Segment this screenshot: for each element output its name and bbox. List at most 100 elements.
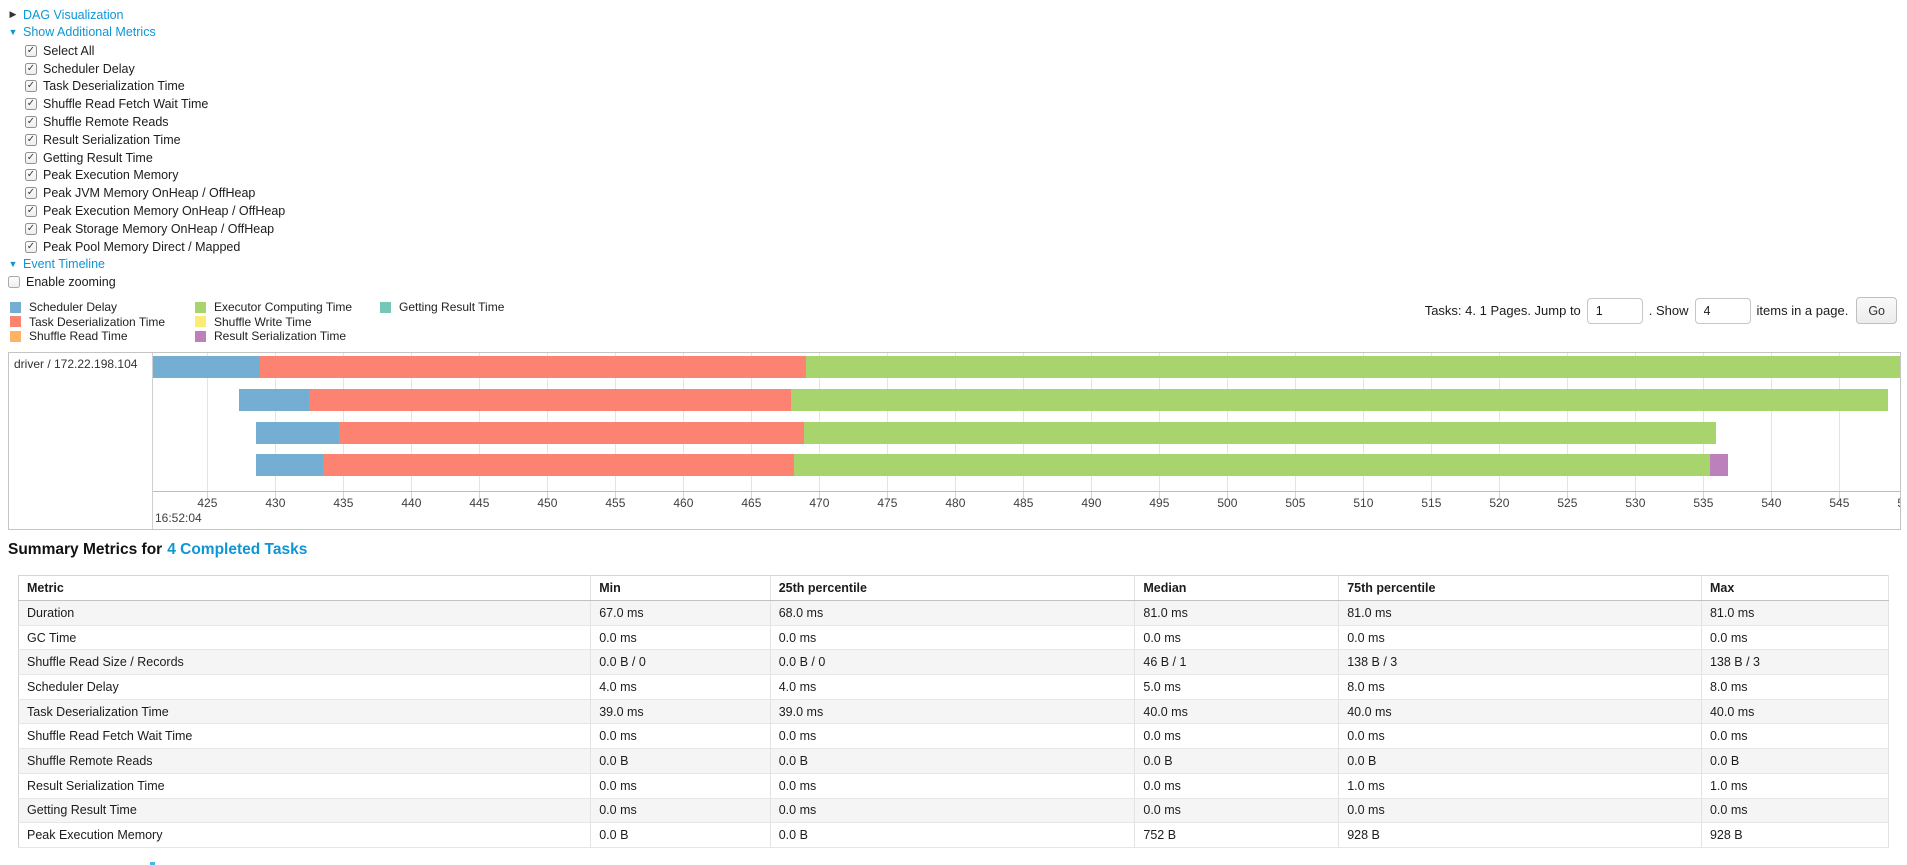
metric-value-cell: 0.0 B	[770, 748, 1136, 774]
task-segment-task-deserialization	[339, 422, 805, 444]
metric-value-cell: 46 B / 1	[1134, 649, 1340, 676]
jump-to-page-input[interactable]	[1586, 297, 1643, 324]
metric-value-cell: 81.0 ms	[1134, 600, 1340, 626]
checkbox-icon[interactable]: ✓	[25, 80, 37, 93]
metric-checkbox-item[interactable]: ✓ Peak Pool Memory Direct / Mapped	[25, 238, 285, 256]
completed-tasks-link[interactable]: 4 Completed Tasks	[167, 541, 308, 558]
items-per-page-input[interactable]	[1694, 297, 1751, 324]
metric-value-cell: 68.0 ms	[770, 600, 1136, 626]
metric-value-cell: 0.0 ms	[1134, 773, 1340, 799]
axis-tick-label: 435	[333, 496, 354, 510]
task-segment-scheduler-delay	[256, 454, 323, 476]
legend-item: Shuffle Write Time	[195, 315, 358, 330]
metric-checkbox-item[interactable]: ✓ Select All	[25, 42, 285, 60]
task-segment-executor-computing	[790, 389, 1889, 411]
axis-tick-mark	[1091, 492, 1093, 499]
axis-tick-mark	[615, 492, 617, 499]
metric-name-cell: GC Time	[18, 625, 592, 651]
metric-value-cell: 0.0 B / 0	[590, 649, 771, 676]
go-button[interactable]: Go	[1856, 297, 1897, 324]
show-additional-metrics-link[interactable]: ▼ Show Additional Metrics	[8, 23, 285, 40]
column-header-median[interactable]: Median	[1134, 575, 1340, 601]
show-additional-metrics-label: Show Additional Metrics	[23, 24, 156, 39]
metric-value-cell: 4.0 ms	[770, 674, 1136, 700]
axis-tick-mark	[955, 492, 957, 499]
metric-checkbox-item[interactable]: ✓ Scheduler Delay	[25, 60, 285, 78]
metric-checkbox-label: Shuffle Read Fetch Wait Time	[43, 97, 209, 112]
expanded-arrow-icon: ▼	[8, 259, 18, 270]
axis-tick-mark	[683, 492, 685, 499]
column-header-min[interactable]: Min	[590, 575, 771, 601]
legend-item-label: Executor Computing Time	[214, 300, 353, 315]
metric-checkbox-item[interactable]: ✓ Getting Result Time	[25, 149, 285, 167]
metric-value-cell: 40.0 ms	[1701, 699, 1890, 725]
checkbox-icon[interactable]: ✓	[25, 133, 37, 146]
metric-checkbox-item[interactable]: ✓ Task Deserialization Time	[25, 78, 285, 96]
metric-name-cell: Result Serialization Time	[18, 773, 592, 799]
checkbox-icon[interactable]: ✓	[25, 240, 37, 253]
axis-tick-mark	[1771, 492, 1773, 499]
metric-checkbox-item[interactable]: ✓ Peak Execution Memory OnHeap / OffHeap	[25, 202, 285, 220]
axis-tick-mark	[887, 492, 889, 499]
checkbox-icon[interactable]: ✓	[25, 205, 37, 218]
metric-value-cell: 0.0 ms	[1338, 798, 1702, 824]
legend-column: Executor Computing Time Shuffle Write Tim…	[195, 300, 358, 344]
column-header-metric[interactable]: Metric	[18, 575, 592, 601]
task-timeline-bar[interactable]	[256, 422, 1716, 444]
checkbox-icon[interactable]: ✓	[25, 151, 37, 164]
metric-value-cell: 0.0 ms	[770, 625, 1136, 651]
column-header-25th-percentile[interactable]: 25th percentile	[770, 575, 1136, 601]
clipped-content-sliver	[150, 862, 155, 865]
checkbox-icon[interactable]: ✓	[25, 116, 37, 129]
checkbox-icon[interactable]: ✓	[25, 187, 37, 200]
legend-swatch-icon	[10, 330, 21, 342]
column-header-max[interactable]: Max	[1701, 575, 1890, 601]
checkbox-icon[interactable]: ✓	[25, 62, 37, 75]
expanded-arrow-icon: ▼	[8, 26, 18, 37]
metric-checkbox-item[interactable]: ✓ Result Serialization Time	[25, 131, 285, 149]
task-timeline-bar[interactable]	[256, 454, 1728, 476]
metric-value-cell: 40.0 ms	[1134, 699, 1340, 725]
metric-checkbox-item[interactable]: ✓ Peak Execution Memory	[25, 167, 285, 185]
metric-value-cell: 0.0 B	[1701, 748, 1890, 774]
column-header-75th-percentile[interactable]: 75th percentile	[1338, 575, 1702, 601]
metric-value-cell: 0.0 B	[770, 822, 1136, 848]
pagination-suffix-text: items in a page.	[1756, 303, 1849, 318]
enable-zooming-checkbox[interactable]	[8, 275, 20, 288]
axis-tick-mark	[819, 492, 821, 499]
checkbox-icon[interactable]: ✓	[25, 222, 37, 235]
enable-zooming-row: Enable zooming	[8, 273, 285, 291]
metric-value-cell: 4.0 ms	[590, 674, 771, 700]
legend-item-label: Result Serialization Time	[214, 329, 347, 344]
legend-column: Scheduler Delay Task Deserialization Time…	[10, 300, 173, 344]
legend-swatch-icon	[195, 316, 206, 328]
task-segment-scheduler-delay	[153, 356, 261, 378]
metric-checkbox-item[interactable]: ✓ Shuffle Read Fetch Wait Time	[25, 95, 285, 113]
axis-tick-mark	[207, 492, 209, 499]
event-timeline-link[interactable]: ▼ Event Timeline	[8, 256, 285, 273]
metric-value-cell: 0.0 ms	[1134, 625, 1340, 651]
axis-tick-mark	[1295, 492, 1297, 499]
metric-checkbox-item[interactable]: ✓ Peak JVM Memory OnHeap / OffHeap	[25, 184, 285, 202]
axis-tick-label: 505	[1285, 496, 1306, 510]
axis-tick-label: 525	[1557, 496, 1578, 510]
metric-checkbox-item[interactable]: ✓ Peak Storage Memory OnHeap / OffHeap	[25, 220, 285, 238]
metric-value-cell: 0.0 B / 0	[770, 649, 1136, 676]
metric-checkbox-label: Task Deserialization Time	[43, 79, 185, 94]
metric-value-cell: 0.0 ms	[1701, 625, 1890, 651]
axis-tick-mark	[751, 492, 753, 499]
metric-name-cell: Scheduler Delay	[18, 674, 592, 700]
metric-checkbox-item[interactable]: ✓ Shuffle Remote Reads	[25, 113, 285, 131]
metric-value-cell: 81.0 ms	[1701, 600, 1890, 626]
task-timeline-bar[interactable]	[238, 389, 1889, 411]
legend-item: Getting Result Time	[380, 300, 504, 315]
enable-zooming-label: Enable zooming	[26, 274, 116, 289]
checkbox-icon[interactable]: ✓	[25, 169, 37, 182]
dag-visualization-link[interactable]: ▶ DAG Visualization	[8, 6, 285, 23]
checkbox-icon[interactable]: ✓	[25, 44, 37, 57]
task-timeline-bar[interactable]	[153, 356, 1900, 378]
task-segment-executor-computing	[804, 422, 1716, 444]
checkbox-icon[interactable]: ✓	[25, 98, 37, 111]
metric-value-cell: 8.0 ms	[1701, 674, 1890, 700]
